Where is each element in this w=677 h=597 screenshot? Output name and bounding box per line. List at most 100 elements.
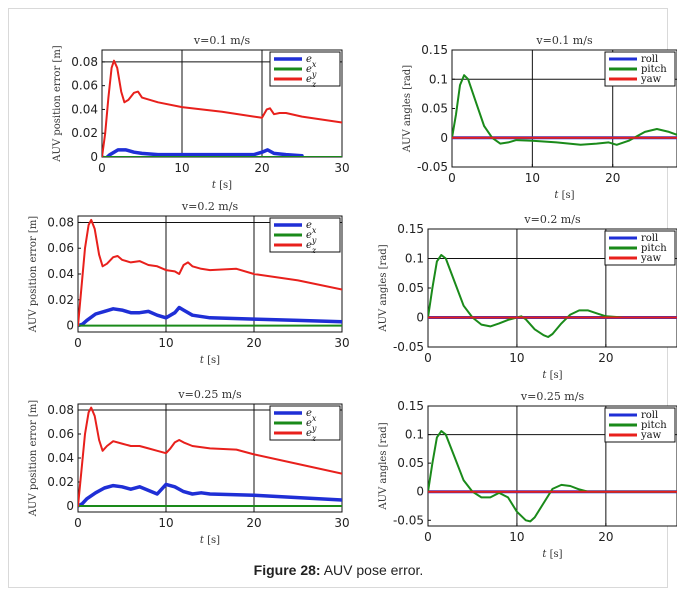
y-axis-label: AUV angles [rad] — [378, 422, 389, 510]
series-line-e-z — [102, 59, 342, 157]
figure-caption: Figure 28: AUV pose error. — [0, 562, 677, 578]
y-tick-label: 0.02 — [71, 126, 98, 140]
x-tick-label: 10 — [509, 530, 524, 544]
x-tick-label: 20 — [254, 161, 269, 175]
y-tick-label: 0 — [66, 319, 74, 333]
series-line-e-x — [102, 148, 304, 157]
y-tick-label: 0.04 — [47, 267, 74, 281]
y-tick-label: 0.06 — [47, 427, 74, 441]
y-tick-label: 0.1 — [405, 252, 424, 266]
chart-title: v=0.2 m/s — [181, 200, 239, 213]
y-tick-label: 0.1 — [405, 428, 424, 442]
x-axis-label: t [s] — [554, 190, 574, 201]
x-axis-label: t [s] — [200, 535, 220, 546]
y-tick-label: 0 — [66, 499, 74, 513]
chart-title: v=0.25 m/s — [177, 388, 242, 401]
y-axis-label: AUV angles [rad] — [378, 244, 389, 332]
legend-label: ez — [306, 240, 317, 255]
chart-panel-5: 0 10 20 30 0 0.02 0.04 0.06 0.08 v=0.25 m/s t [s] A… — [28, 388, 350, 546]
legend-label: pitch — [641, 64, 667, 75]
series-line-e-x — [78, 482, 342, 508]
y-tick-label: 0.08 — [47, 403, 74, 417]
legend-label: yaw — [640, 74, 662, 85]
y-tick-label: 0 — [440, 131, 448, 145]
y-tick-label: 0.15 — [421, 43, 448, 57]
x-tick-label: 0 — [424, 351, 432, 365]
chart-title: v=0.1 m/s — [535, 34, 593, 47]
series-line-pitch — [428, 254, 677, 338]
y-axis-label: AUV angles [rad] — [402, 65, 413, 153]
x-tick-label: 10 — [525, 171, 540, 185]
y-tick-label: 0.04 — [47, 451, 74, 465]
x-tick-label: 20 — [605, 171, 620, 185]
legend-label: ex — [306, 408, 317, 423]
y-axis-label: AUV position error [m] — [52, 45, 63, 163]
x-tick-label: 0 — [424, 530, 432, 544]
series-line-pitch — [428, 430, 677, 523]
x-tick-label: 0 — [74, 516, 82, 530]
legend-label: yaw — [640, 430, 662, 441]
x-tick-label: 30 — [334, 516, 349, 530]
y-axis-label: AUV position error [m] — [28, 400, 39, 518]
x-tick-label: 0 — [74, 336, 82, 350]
y-tick-label: -0.05 — [393, 513, 424, 527]
axes-frame — [427, 405, 677, 527]
x-tick-label: 10 — [158, 516, 173, 530]
chart-title: v=0.1 m/s — [193, 34, 251, 47]
x-axis-label: t [s] — [542, 549, 562, 560]
x-axis-label: t [s] — [212, 180, 232, 191]
legend-label: ex — [306, 54, 317, 69]
y-tick-label: 0.08 — [47, 215, 74, 229]
y-tick-label: 0 — [416, 485, 424, 499]
x-axis-label: t [s] — [542, 370, 562, 381]
legend-label: roll — [641, 233, 658, 244]
legend-label: yaw — [640, 253, 662, 264]
legend-label: roll — [641, 54, 658, 65]
y-tick-label: 0.04 — [71, 102, 98, 116]
x-tick-label: 20 — [246, 516, 261, 530]
y-tick-label: 0.06 — [47, 241, 74, 255]
series-line-pitch — [452, 74, 677, 146]
y-tick-label: 0 — [90, 150, 98, 164]
x-tick-label: 10 — [158, 336, 173, 350]
y-tick-label: 0.05 — [397, 281, 424, 295]
legend-label: ez — [306, 428, 317, 443]
y-tick-label: 0.02 — [47, 293, 74, 307]
legend-label: ey — [306, 418, 317, 433]
y-tick-label: -0.05 — [417, 160, 448, 174]
y-tick-label: 0.15 — [397, 399, 424, 413]
legend-label: ex — [306, 220, 317, 235]
x-tick-label: 30 — [334, 161, 349, 175]
caption-label: Figure 28: — [253, 562, 321, 578]
chart-panel-1: 0 10 20 30 0 0.02 0.04 0.06 0.08 v=0.1 m/s t [s] AU… — [52, 34, 350, 191]
x-tick-label: 10 — [174, 161, 189, 175]
y-tick-label: 0.05 — [397, 456, 424, 470]
legend-label: pitch — [641, 420, 667, 431]
chart-title: v=0.2 m/s — [523, 213, 581, 226]
series-line-e-z — [78, 406, 342, 507]
y-tick-label: 0.05 — [421, 102, 448, 116]
series-line-e-z — [78, 218, 342, 327]
legend-label: ey — [306, 230, 317, 245]
y-tick-label: 0.06 — [71, 79, 98, 93]
legend-label: roll — [641, 410, 658, 421]
y-tick-label: 0.08 — [71, 55, 98, 69]
x-tick-label: 20 — [598, 530, 613, 544]
legend-label: ey — [306, 64, 317, 79]
x-tick-label: 20 — [598, 351, 613, 365]
x-tick-label: 10 — [509, 351, 524, 365]
y-tick-label: 0.1 — [429, 72, 448, 86]
y-tick-label: 0.15 — [397, 222, 424, 236]
legend-label: pitch — [641, 243, 667, 254]
chart-panel-3: 0 10 20 30 0 0.02 0.04 0.06 0.08 v=0.2 m/s t [s] AU… — [28, 200, 350, 366]
legend-label: ez — [306, 74, 317, 89]
series-line-e-x — [78, 305, 342, 328]
y-tick-label: -0.05 — [393, 340, 424, 354]
